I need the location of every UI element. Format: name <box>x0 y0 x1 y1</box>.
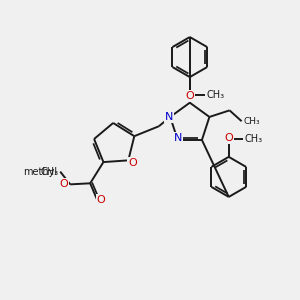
Text: O: O <box>97 195 105 205</box>
Text: CH₃: CH₃ <box>245 134 263 144</box>
Text: O: O <box>185 91 194 101</box>
Text: N: N <box>164 112 173 122</box>
Text: O: O <box>224 133 233 143</box>
Text: O: O <box>128 158 137 168</box>
Text: CH₃: CH₃ <box>206 90 224 100</box>
Text: CH₃: CH₃ <box>40 167 59 177</box>
Text: O: O <box>59 179 68 189</box>
Text: N: N <box>173 133 182 142</box>
Text: CH₃: CH₃ <box>243 117 260 126</box>
Text: methyl: methyl <box>23 167 57 177</box>
